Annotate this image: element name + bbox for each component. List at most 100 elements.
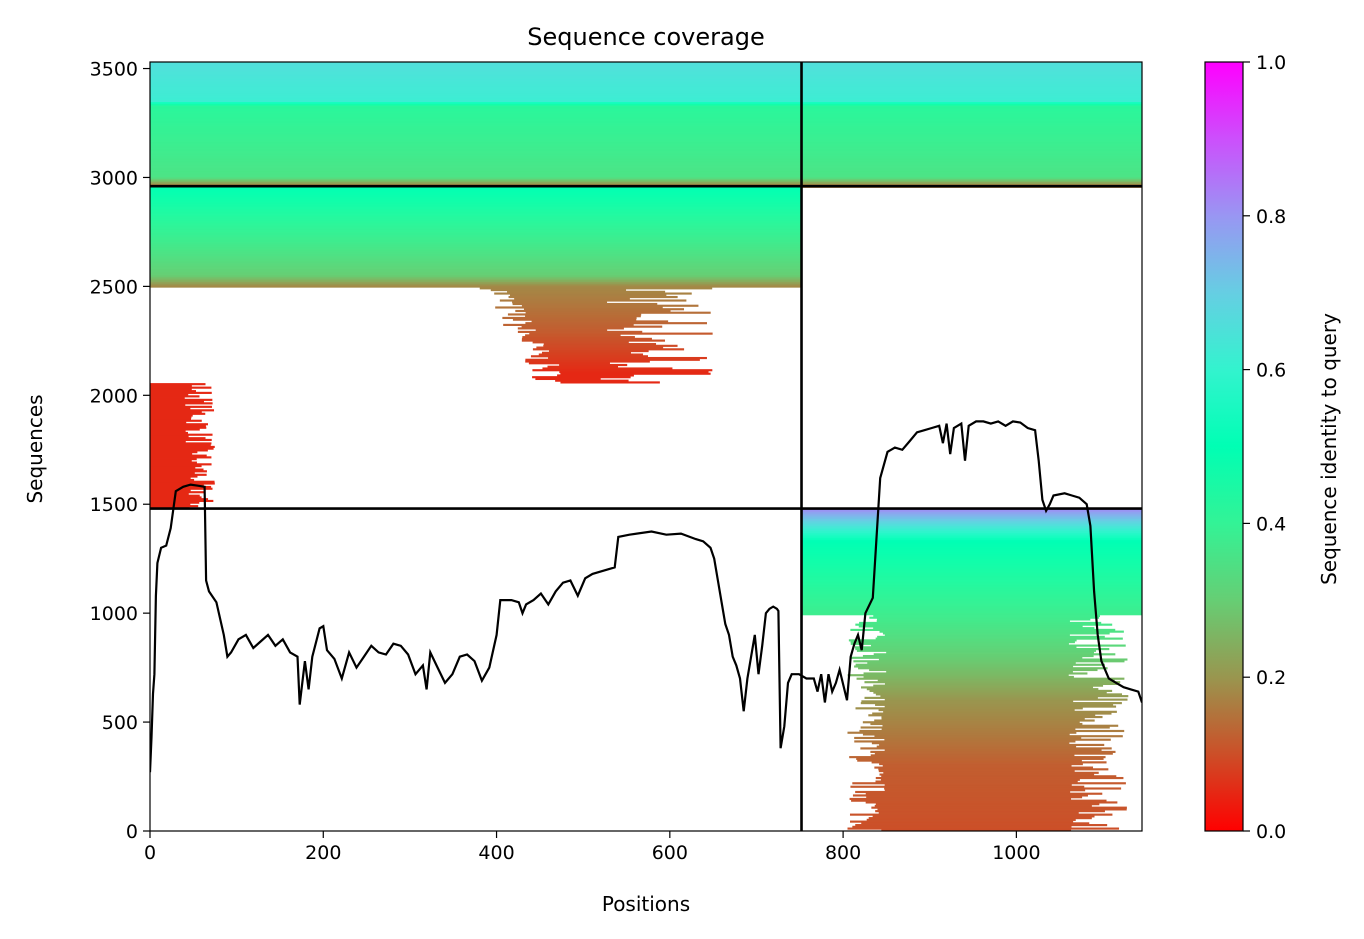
coverage-row: [150, 105, 802, 108]
coverage-row: [150, 240, 802, 243]
coverage-row: [150, 414, 193, 417]
coverage-row: [150, 480, 215, 483]
coverage-row: [150, 407, 191, 410]
heatmap-block: [150, 186, 802, 509]
coverage-row: [801, 82, 1142, 86]
coverage-row: [150, 109, 802, 112]
coverage-row: [801, 566, 1142, 569]
coverage-row: [801, 147, 1142, 150]
x-tick-label: 0: [144, 842, 156, 864]
y-tick-label: 1000: [90, 603, 138, 625]
coverage-row: [150, 447, 214, 450]
coverage-row: [150, 468, 204, 471]
coverage-row: [150, 65, 802, 68]
coverage-row: [150, 430, 186, 433]
coverage-row: [877, 679, 1115, 682]
coverage-row: [150, 278, 802, 281]
coverage-row: [801, 136, 1142, 140]
coverage-row: [801, 510, 1142, 513]
coverage-row: [801, 91, 1142, 94]
coverage-row: [150, 409, 215, 412]
coverage-row: [879, 630, 1124, 633]
coverage-row: [801, 159, 1142, 162]
coverage-row: [801, 88, 1142, 91]
coverage-row: [857, 759, 1082, 762]
coverage-row: [150, 247, 802, 250]
coverage-row: [849, 797, 1072, 801]
coverage-row: [150, 276, 802, 279]
coverage-row: [878, 768, 1109, 771]
coverage-row: [150, 143, 802, 147]
coverage-row: [868, 714, 1096, 717]
coverage-row: [862, 654, 1094, 658]
coverage-heatmap: [150, 62, 1142, 831]
coverage-row: [494, 292, 692, 295]
coverage-row: [869, 616, 1100, 619]
coverage-row: [801, 133, 1142, 136]
coverage-row: [150, 205, 802, 208]
coverage-row: [884, 749, 1102, 752]
coverage-row: [150, 100, 802, 103]
coverage-row: [801, 513, 1142, 516]
coverage-row: [867, 661, 1076, 665]
coverage-row: [150, 194, 802, 198]
coverage-row: [150, 254, 802, 257]
coverage-row: [150, 173, 802, 176]
coverage-row: [150, 386, 212, 389]
coverage-row: [150, 419, 202, 422]
coverage-row: [559, 363, 628, 367]
coverage-row: [503, 323, 634, 326]
coverage-row: [801, 145, 1142, 148]
coverage-row: [150, 161, 802, 164]
coverage-row: [538, 353, 644, 356]
coverage-row: [864, 681, 1121, 684]
coverage-row: [150, 124, 802, 127]
coverage-row: [150, 102, 802, 105]
coverage-row: [879, 763, 1083, 766]
colorbar-tick-label: 0.4: [1256, 513, 1286, 535]
coverage-row: [150, 135, 802, 138]
coverage-row: [801, 564, 1142, 567]
coverage-row: [150, 266, 802, 269]
coverage-row: [150, 491, 205, 494]
coverage-row: [881, 829, 1072, 831]
coverage-row: [868, 817, 1092, 820]
coverage-row: [150, 131, 802, 134]
coverage-row: [801, 543, 1142, 546]
coverage-row: [801, 114, 1142, 117]
coverage-row: [801, 593, 1142, 597]
coverage-row: [801, 150, 1142, 154]
coverage-row: [881, 717, 1085, 720]
coverage-row: [876, 620, 1070, 623]
coverage-row: [884, 698, 1128, 701]
coverage-row: [801, 548, 1142, 551]
coverage-row: [855, 790, 1071, 794]
coverage-row: [150, 259, 802, 262]
coverage-row: [150, 250, 802, 253]
coverage-row: [847, 731, 1077, 734]
coverage-row: [801, 538, 1142, 541]
coverage-row: [502, 316, 637, 320]
coverage-row: [541, 351, 631, 354]
coverage-row: [150, 229, 802, 232]
coverage-row: [150, 150, 802, 154]
coverage-row: [150, 463, 212, 466]
coverage-row: [801, 121, 1142, 124]
coverage-row: [150, 177, 802, 180]
coverage-row: [528, 362, 610, 365]
coverage-row: [801, 555, 1142, 558]
coverage-row: [150, 196, 802, 199]
coverage-row: [150, 208, 802, 211]
coverage-row: [801, 527, 1142, 530]
coverage-row: [150, 395, 200, 398]
coverage-row: [557, 374, 634, 377]
coverage-row: [150, 198, 802, 201]
coverage-row: [880, 695, 1129, 698]
colorbar-tick-label: 1.0: [1256, 52, 1286, 74]
coverage-row: [801, 607, 1142, 611]
coverage-row: [801, 166, 1142, 169]
coverage-row: [875, 637, 1123, 640]
coverage-row: [878, 770, 1075, 773]
coverage-row: [150, 402, 213, 405]
coverage-row: [150, 271, 802, 274]
